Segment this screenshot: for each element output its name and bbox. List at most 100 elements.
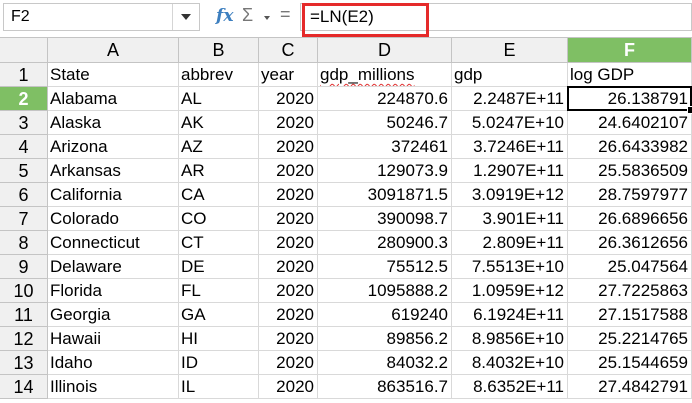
row-header-13[interactable]: 13 [0,351,48,375]
cell-d12[interactable]: 89856.2 [318,327,452,351]
row-header-10[interactable]: 10 [0,279,48,303]
cell-e10[interactable]: 1.0959E+12 [452,279,568,303]
cell-d1[interactable]: gdp_millions [318,63,452,87]
cell-f12[interactable]: 25.2214765 [568,327,692,351]
cell-b10[interactable]: FL [179,279,259,303]
cell-a8[interactable]: Connecticut [48,231,179,255]
row-header-4[interactable]: 4 [0,135,48,159]
row-header-1[interactable]: 1 [0,63,48,87]
cell-e1[interactable]: gdp [452,63,568,87]
cell-d13[interactable]: 84032.2 [318,351,452,375]
row-header-8[interactable]: 8 [0,231,48,255]
cell-c14[interactable]: 2020 [259,375,318,399]
name-box[interactable]: F2 [3,3,200,31]
cell-e13[interactable]: 8.4032E+10 [452,351,568,375]
cell-c1[interactable]: year [259,63,318,87]
cell-b11[interactable]: GA [179,303,259,327]
cell-f4[interactable]: 26.6433982 [568,135,692,159]
cell-b13[interactable]: ID [179,351,259,375]
cell-e3[interactable]: 5.0247E+10 [452,111,568,135]
cell-a11[interactable]: Georgia [48,303,179,327]
cell-a3[interactable]: Alaska [48,111,179,135]
cell-f3[interactable]: 24.6402107 [568,111,692,135]
cell-d10[interactable]: 1095888.2 [318,279,452,303]
function-wizard-icon[interactable]: fx [216,6,234,26]
cell-a2[interactable]: Alabama [48,87,179,111]
cell-c7[interactable]: 2020 [259,207,318,231]
cell-b4[interactable]: AZ [179,135,259,159]
cell-f8[interactable]: 26.3612656 [568,231,692,255]
row-header-9[interactable]: 9 [0,255,48,279]
cell-e6[interactable]: 3.0919E+12 [452,183,568,207]
column-header-d[interactable]: D [318,37,452,63]
cell-a10[interactable]: Florida [48,279,179,303]
cell-b2[interactable]: AL [179,87,259,111]
select-all-corner[interactable] [0,37,48,63]
sum-icon[interactable]: Σ [242,5,254,25]
cell-f1[interactable]: log GDP [568,63,692,87]
cell-c3[interactable]: 2020 [259,111,318,135]
cell-f11[interactable]: 27.1517588 [568,303,692,327]
cell-e7[interactable]: 3.901E+11 [452,207,568,231]
cell-d2[interactable]: 224870.6 [318,87,452,111]
cell-c5[interactable]: 2020 [259,159,318,183]
row-header-5[interactable]: 5 [0,159,48,183]
cell-c10[interactable]: 2020 [259,279,318,303]
cell-b1[interactable]: abbrev [179,63,259,87]
cell-a5[interactable]: Arkansas [48,159,179,183]
cell-b14[interactable]: IL [179,375,259,399]
cell-a4[interactable]: Arizona [48,135,179,159]
cell-c13[interactable]: 2020 [259,351,318,375]
cell-b12[interactable]: HI [179,327,259,351]
cell-a7[interactable]: Colorado [48,207,179,231]
column-header-b[interactable]: B [179,37,259,63]
cell-f7[interactable]: 26.6896656 [568,207,692,231]
cell-d11[interactable]: 619240 [318,303,452,327]
cell-f14[interactable]: 27.4842791 [568,375,692,399]
cell-d7[interactable]: 390098.7 [318,207,452,231]
cell-d8[interactable]: 280900.3 [318,231,452,255]
cell-e8[interactable]: 2.809E+11 [452,231,568,255]
column-header-a[interactable]: A [48,37,179,63]
cell-f9[interactable]: 25.047564 [568,255,692,279]
cell-b8[interactable]: CT [179,231,259,255]
name-box-dropdown-icon[interactable] [172,4,199,30]
sum-dropdown-icon[interactable] [264,16,270,20]
cell-d14[interactable]: 863516.7 [318,375,452,399]
column-header-f[interactable]: F [568,37,692,63]
cell-f6[interactable]: 28.7597977 [568,183,692,207]
cell-f10[interactable]: 27.7225863 [568,279,692,303]
cell-d4[interactable]: 372461 [318,135,452,159]
cell-e14[interactable]: 8.6352E+11 [452,375,568,399]
cell-c9[interactable]: 2020 [259,255,318,279]
cell-e5[interactable]: 1.2907E+11 [452,159,568,183]
cell-e11[interactable]: 6.1924E+11 [452,303,568,327]
row-header-2[interactable]: 2 [0,87,48,111]
cell-b5[interactable]: AR [179,159,259,183]
formula-input[interactable] [300,3,692,31]
cell-e4[interactable]: 3.7246E+11 [452,135,568,159]
cell-f2[interactable]: 26.138791 [568,87,692,111]
cell-d9[interactable]: 75512.5 [318,255,452,279]
row-header-7[interactable]: 7 [0,207,48,231]
row-header-6[interactable]: 6 [0,183,48,207]
cell-c12[interactable]: 2020 [259,327,318,351]
cell-a1[interactable]: State [48,63,179,87]
cell-a6[interactable]: California [48,183,179,207]
cell-f5[interactable]: 25.5836509 [568,159,692,183]
row-header-14[interactable]: 14 [0,375,48,399]
cell-b7[interactable]: CO [179,207,259,231]
cell-e2[interactable]: 2.2487E+11 [452,87,568,111]
cell-d6[interactable]: 3091871.5 [318,183,452,207]
cell-c11[interactable]: 2020 [259,303,318,327]
row-header-11[interactable]: 11 [0,303,48,327]
cell-d3[interactable]: 50246.7 [318,111,452,135]
cell-b6[interactable]: CA [179,183,259,207]
cell-a13[interactable]: Idaho [48,351,179,375]
row-header-12[interactable]: 12 [0,327,48,351]
formula-equals-icon[interactable]: = [280,4,291,24]
cell-d5[interactable]: 129073.9 [318,159,452,183]
cell-c4[interactable]: 2020 [259,135,318,159]
cell-a12[interactable]: Hawaii [48,327,179,351]
cell-c6[interactable]: 2020 [259,183,318,207]
